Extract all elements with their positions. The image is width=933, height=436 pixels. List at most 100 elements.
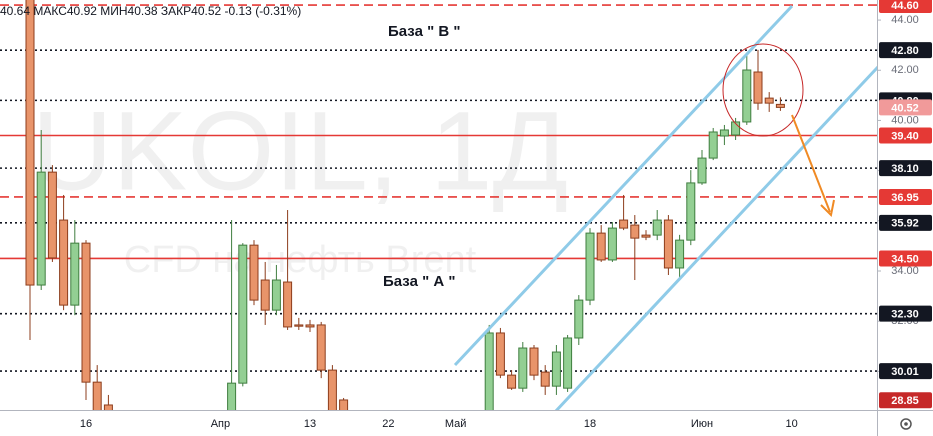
candle-body <box>305 324 315 328</box>
level-label-box <box>879 250 932 267</box>
candle-body <box>92 381 102 410</box>
level-label-box <box>879 127 932 144</box>
candle-body <box>574 299 584 339</box>
arrow <box>791 114 831 213</box>
watermark-subtitle: CFD на нефть Brent <box>124 239 477 281</box>
candle-body <box>607 227 617 261</box>
x-tick-label: 18 <box>584 418 596 430</box>
x-tick-label: 22 <box>382 418 394 430</box>
arrow-head <box>820 199 835 218</box>
gear-icon[interactable] <box>900 418 912 430</box>
circle-mark <box>722 43 804 137</box>
settings-button[interactable] <box>900 418 912 430</box>
level-label: 32.30 <box>891 309 919 321</box>
candle-body <box>675 239 685 269</box>
last-price-box <box>879 99 932 116</box>
level-label-box <box>879 214 932 231</box>
y-tick-label: 34.00 <box>891 265 919 277</box>
candle-body <box>327 369 337 410</box>
candle-body <box>697 157 707 184</box>
time-axis <box>0 410 877 436</box>
level-label: 35.92 <box>891 218 919 230</box>
candles <box>25 0 785 410</box>
candle-body <box>731 121 741 136</box>
x-tick-label: Апр <box>211 418 230 430</box>
candle-body <box>484 332 494 410</box>
candle-body <box>585 232 595 301</box>
watermark: UKOIL, 1Д <box>32 89 568 214</box>
levels <box>0 4 877 372</box>
ohlc-header: 40.64 МАКС40.92 МИН40.38 ЗАКР40.52 -0.13… <box>0 4 301 18</box>
level-label: 28.85 <box>891 395 919 407</box>
y-tick-label: 40.00 <box>891 114 919 126</box>
candle-body <box>742 69 752 123</box>
candle-body <box>775 103 785 108</box>
x-tick-label: 10 <box>785 418 797 430</box>
candle-body <box>271 279 281 311</box>
last-price-label: 40.52 <box>891 102 919 114</box>
level-label: 39.40 <box>891 130 919 142</box>
candle-body <box>630 224 640 239</box>
candle-body <box>249 244 259 301</box>
candle-body <box>719 129 729 137</box>
candle-body <box>25 0 35 286</box>
x-tick-label: Май <box>445 418 467 430</box>
candle-body <box>518 347 528 389</box>
x-tick-label: 16 <box>80 418 92 430</box>
level-label-box <box>879 305 932 322</box>
level-label: 38.10 <box>891 163 919 175</box>
candle-body <box>529 347 539 376</box>
candle-body <box>103 404 113 410</box>
drawings <box>453 4 877 410</box>
candle-body <box>81 242 91 383</box>
level-label: 30.01 <box>891 366 919 378</box>
level-label: 34.50 <box>891 253 919 265</box>
candle-body <box>507 374 517 389</box>
level-label-box <box>879 363 932 380</box>
annotation: База " А " <box>383 273 455 290</box>
candle-body <box>641 234 651 238</box>
candle-body <box>47 171 57 259</box>
candle-body <box>663 219 673 269</box>
candle-body <box>316 324 326 371</box>
level-label-box <box>879 42 932 59</box>
candle-body <box>764 97 774 104</box>
candle-body <box>495 332 505 376</box>
axes: 30.0032.0034.0036.0038.0040.0042.0044.00… <box>80 0 932 430</box>
gear-center <box>904 422 908 426</box>
y-tick-label: 42.00 <box>891 64 919 76</box>
annotation: База " В " <box>388 23 460 40</box>
channel-upper <box>453 4 794 367</box>
candle-body <box>551 351 561 387</box>
candle-body <box>283 281 293 328</box>
level-label: 44.60 <box>891 0 919 12</box>
y-tick-label: 44.00 <box>891 14 919 26</box>
level-label-box <box>879 188 932 205</box>
x-tick-label: 13 <box>304 418 316 430</box>
candle-body <box>686 182 696 241</box>
level-label-box <box>879 392 932 409</box>
level-label: 36.95 <box>891 192 919 204</box>
candle-body <box>70 242 80 306</box>
level-label-box <box>879 0 932 14</box>
candle-body <box>652 219 662 236</box>
channel-lower <box>554 65 877 410</box>
candle-body <box>238 244 248 384</box>
candle-body <box>260 279 270 311</box>
candle-body <box>619 219 629 229</box>
candle-body <box>227 382 237 410</box>
candle-body <box>563 337 573 389</box>
level-label-box <box>879 160 932 177</box>
candle-body <box>294 324 304 327</box>
candle-body <box>339 399 349 410</box>
candle-body <box>708 131 718 159</box>
candle-body <box>753 71 763 104</box>
candle-body <box>596 232 606 261</box>
candle-body <box>36 171 46 286</box>
x-tick-label: Июн <box>691 418 713 430</box>
level-label: 42.80 <box>891 45 919 57</box>
candle-body <box>540 371 550 387</box>
candle-body <box>59 219 69 306</box>
